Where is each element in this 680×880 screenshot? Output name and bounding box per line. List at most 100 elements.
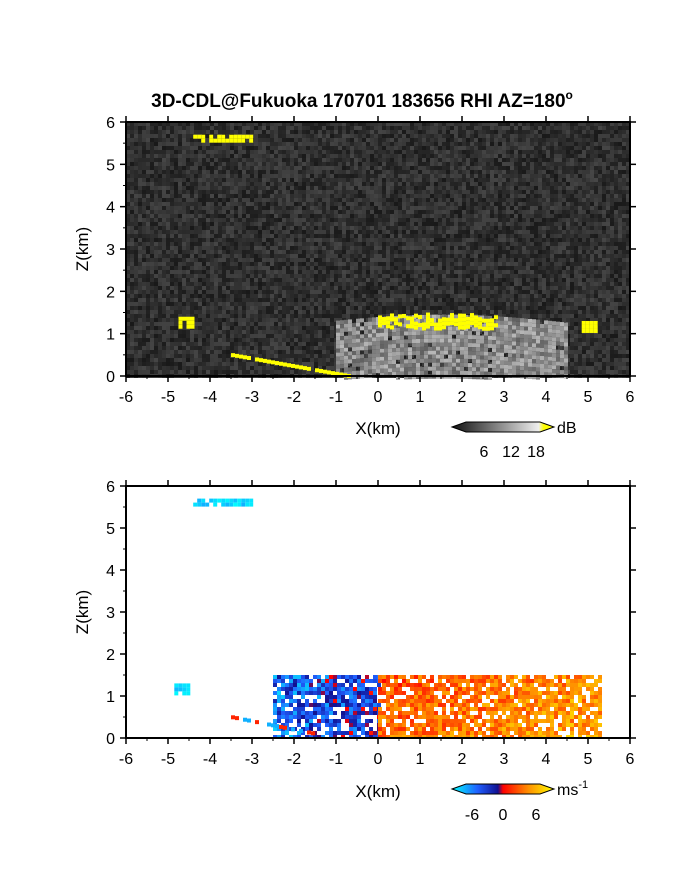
noise-cell: [262, 222, 266, 226]
noise-cell: [282, 194, 286, 198]
noise-cell: [338, 234, 342, 238]
noise-cell: [206, 154, 210, 158]
noise-cell: [326, 330, 330, 334]
noise-cell: [242, 214, 246, 218]
noise-cell: [170, 274, 174, 278]
noise-cell: [402, 162, 406, 166]
noise-cell: [386, 238, 390, 242]
noise-cell: [422, 142, 426, 146]
noise-cell: [270, 342, 274, 346]
noise-cell: [414, 262, 418, 266]
noise-cell: [274, 186, 278, 190]
noise-cell: [262, 242, 266, 246]
noise-cell: [290, 142, 294, 146]
noise-cell: [274, 358, 278, 362]
noise-cell: [278, 230, 282, 234]
noise-cell: [306, 270, 310, 274]
noise-cell: [286, 334, 290, 338]
noise-cell: [354, 178, 358, 182]
noise-cell: [254, 242, 258, 246]
noise-cell: [314, 186, 318, 190]
noise-cell: [382, 210, 386, 214]
noise-cell: [266, 166, 270, 170]
noise-cell: [142, 206, 146, 210]
noise-cell: [370, 246, 374, 250]
noise-cell: [222, 326, 226, 330]
noise-cell: [214, 190, 218, 194]
noise-cell: [366, 214, 370, 218]
noise-cell: [174, 342, 178, 346]
noise-cell: [318, 346, 322, 350]
noise-cell: [334, 142, 338, 146]
noise-cell: [126, 358, 130, 362]
noise-cell: [174, 146, 178, 150]
noise-cell: [206, 338, 210, 342]
noise-cell: [286, 330, 290, 334]
noise-cell: [270, 154, 274, 158]
noise-cell: [338, 194, 342, 198]
noise-cell: [190, 190, 194, 194]
noise-cell: [274, 266, 278, 270]
noise-cell: [410, 250, 414, 254]
noise-cell: [190, 162, 194, 166]
noise-cell: [170, 210, 174, 214]
noise-cell: [326, 206, 330, 210]
noise-cell: [242, 314, 246, 318]
noise-cell: [214, 310, 218, 314]
noise-cell: [142, 250, 146, 254]
noise-cell: [130, 174, 134, 178]
noise-cell: [150, 330, 154, 334]
noise-cell: [310, 202, 314, 206]
noise-cell: [366, 270, 370, 274]
noise-cell: [242, 182, 246, 186]
noise-cell: [242, 326, 246, 330]
noise-cell: [414, 190, 418, 194]
noise-cell: [350, 138, 354, 142]
noise-cell: [394, 194, 398, 198]
noise-cell: [150, 274, 154, 278]
noise-cell: [270, 214, 274, 218]
noise-cell: [298, 350, 302, 354]
noise-cell: [142, 194, 146, 198]
noise-cell: [290, 122, 294, 126]
noise-cell: [426, 286, 430, 290]
noise-cell: [410, 226, 414, 230]
noise-cell: [290, 350, 294, 354]
noise-cell: [166, 342, 170, 346]
noise-cell: [406, 294, 410, 298]
noise-cell: [390, 230, 394, 234]
noise-cell: [190, 214, 194, 218]
noise-cell: [170, 238, 174, 242]
noise-cell: [314, 218, 318, 222]
noise-cell: [186, 178, 190, 182]
noise-cell: [178, 186, 182, 190]
noise-cell: [146, 250, 150, 254]
noise-cell: [406, 230, 410, 234]
noise-cell: [370, 270, 374, 274]
noise-cell: [198, 294, 202, 298]
noise-cell: [294, 338, 298, 342]
noise-cell: [134, 262, 138, 266]
noise-cell: [410, 274, 414, 278]
noise-cell: [390, 302, 394, 306]
noise-cell: [178, 218, 182, 222]
noise-cell: [226, 366, 230, 370]
noise-cell: [242, 202, 246, 206]
noise-cell: [322, 322, 326, 326]
noise-cell: [130, 162, 134, 166]
noise-cell: [250, 350, 254, 354]
noise-cell: [302, 238, 306, 242]
noise-cell: [434, 242, 438, 246]
noise-cell: [354, 130, 358, 134]
noise-cell: [358, 214, 362, 218]
noise-cell: [386, 314, 390, 318]
noise-cell: [406, 126, 410, 130]
noise-cell: [154, 266, 158, 270]
noise-cell: [402, 254, 406, 258]
noise-cell: [246, 294, 250, 298]
noise-cell: [210, 166, 214, 170]
noise-cell: [334, 286, 338, 290]
noise-cell: [374, 310, 378, 314]
noise-cell: [266, 130, 270, 134]
noise-cell: [310, 286, 314, 290]
